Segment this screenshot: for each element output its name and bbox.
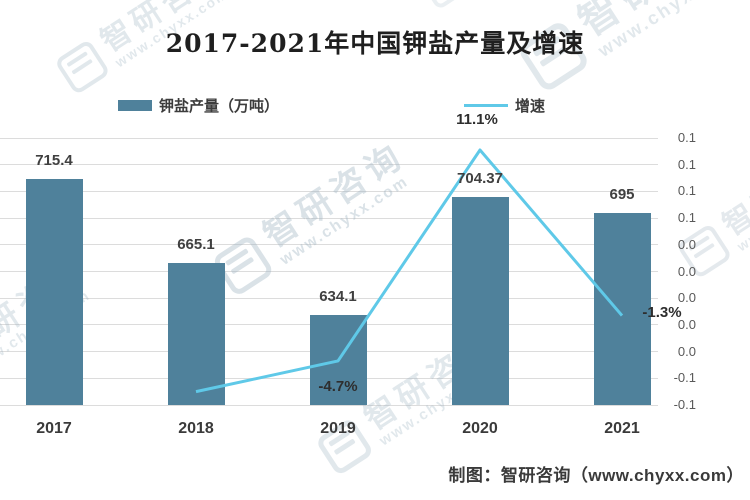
credit-line: 制图：智研咨询（www.chyxx.com） [448,466,744,485]
growth-point-label: -1.3% [642,303,682,321]
gridline [0,351,658,353]
watermark-url: www.chyxx.com [0,286,94,378]
bar-swatch-icon [118,100,152,111]
bar-value-label: 665.1 [177,235,215,253]
brand-logo-icon [314,416,375,477]
gridline [0,271,658,272]
bar-2018 [167,262,225,405]
x-axis-label-2020: 2020 [462,420,498,437]
secondary-axis-tick: -0.1 [673,370,696,386]
brand-logo-icon [676,223,733,280]
watermark-url: www.chyxx.com [276,172,412,269]
x-axis-label-2021: 2021 [604,420,640,437]
watermark-url: www.chyxx.com [734,169,750,254]
legend-item-growth: 增速 [464,95,545,116]
bar-2021 [593,213,651,405]
gridline [0,190,658,192]
gridline [0,377,658,379]
gridline [0,137,658,139]
bar-value-label: 704.37 [457,170,503,188]
gridline [0,217,658,219]
watermark-brand: 智研咨询 [357,324,505,437]
x-axis-label-2018: 2018 [178,420,214,437]
bar-value-label: 634.1 [319,287,357,305]
secondary-axis-tick: 0.0 [677,236,696,252]
secondary-axis-tick: 0.0 [677,343,696,359]
bar-2020 [451,197,509,405]
watermark-brand: 智研咨询 [256,135,413,256]
secondary-axis-tick: -0.1 [673,397,696,412]
secondary-axis-tick: 0.1 [677,156,696,172]
gridline [0,324,658,326]
line-swatch-icon [464,104,508,107]
watermark-url: www.chyxx.com [376,358,504,450]
growth-line-path [195,148,624,394]
bar-value-label: 695 [609,186,635,204]
watermark-brand: 智研咨询 [0,252,95,365]
brand-logo-icon [211,233,275,298]
secondary-axis-tick: 0.1 [677,210,696,226]
secondary-axis-tick: 0.0 [677,290,696,306]
brand-logo-icon [417,0,471,11]
gridline [0,404,658,406]
gridline [0,297,658,299]
x-axis-label-2017: 2017 [36,420,72,437]
legend-label-growth: 增速 [515,98,546,115]
secondary-axis-tick: 0.1 [677,130,696,145]
bar-value-label: 715.4 [35,152,73,170]
secondary-axis-tick: 0.0 [677,316,696,332]
bar-2017 [25,179,83,405]
secondary-axis-tick: 0.1 [677,183,696,199]
legend-label-production: 钾盐产量（万吨） [159,98,280,115]
x-axis-label-2019: 2019 [320,420,356,437]
secondary-axis-tick: 0.0 [677,263,696,279]
gridline [0,164,658,166]
watermark-brand: 智研咨询 [717,137,750,243]
gridline [0,244,658,246]
growth-point-label: -4.7% [318,377,358,395]
bar-2019 [309,314,367,405]
legend-item-production: 钾盐产量（万吨） [118,95,279,116]
chart-title: 2017-2021年中国钾盐产量及增速 [165,29,585,58]
